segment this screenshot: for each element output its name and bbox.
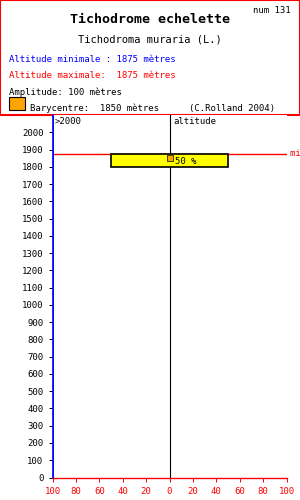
Text: (C.Rolland 2004): (C.Rolland 2004) <box>189 104 275 112</box>
Text: Tichodroma muraria (L.): Tichodroma muraria (L.) <box>78 34 222 44</box>
Text: Altitude maximale:  1875 mètres: Altitude maximale: 1875 mètres <box>9 72 175 80</box>
Bar <box>9 96 26 110</box>
Text: altitude: altitude <box>173 118 216 126</box>
Text: >2000: >2000 <box>55 118 82 126</box>
Text: Amplitude: 100 mètres: Amplitude: 100 mètres <box>9 88 122 97</box>
Text: 50 %: 50 % <box>175 157 197 166</box>
Text: Barycentre:  1850 mètres: Barycentre: 1850 mètres <box>30 104 159 113</box>
Text: Tichodrome echelette: Tichodrome echelette <box>70 12 230 26</box>
Text: mim 1875: mim 1875 <box>290 150 300 158</box>
Bar <box>111 154 228 167</box>
Text: Altitude minimale : 1875 mètres: Altitude minimale : 1875 mètres <box>9 55 175 64</box>
Text: num 131: num 131 <box>254 6 291 15</box>
